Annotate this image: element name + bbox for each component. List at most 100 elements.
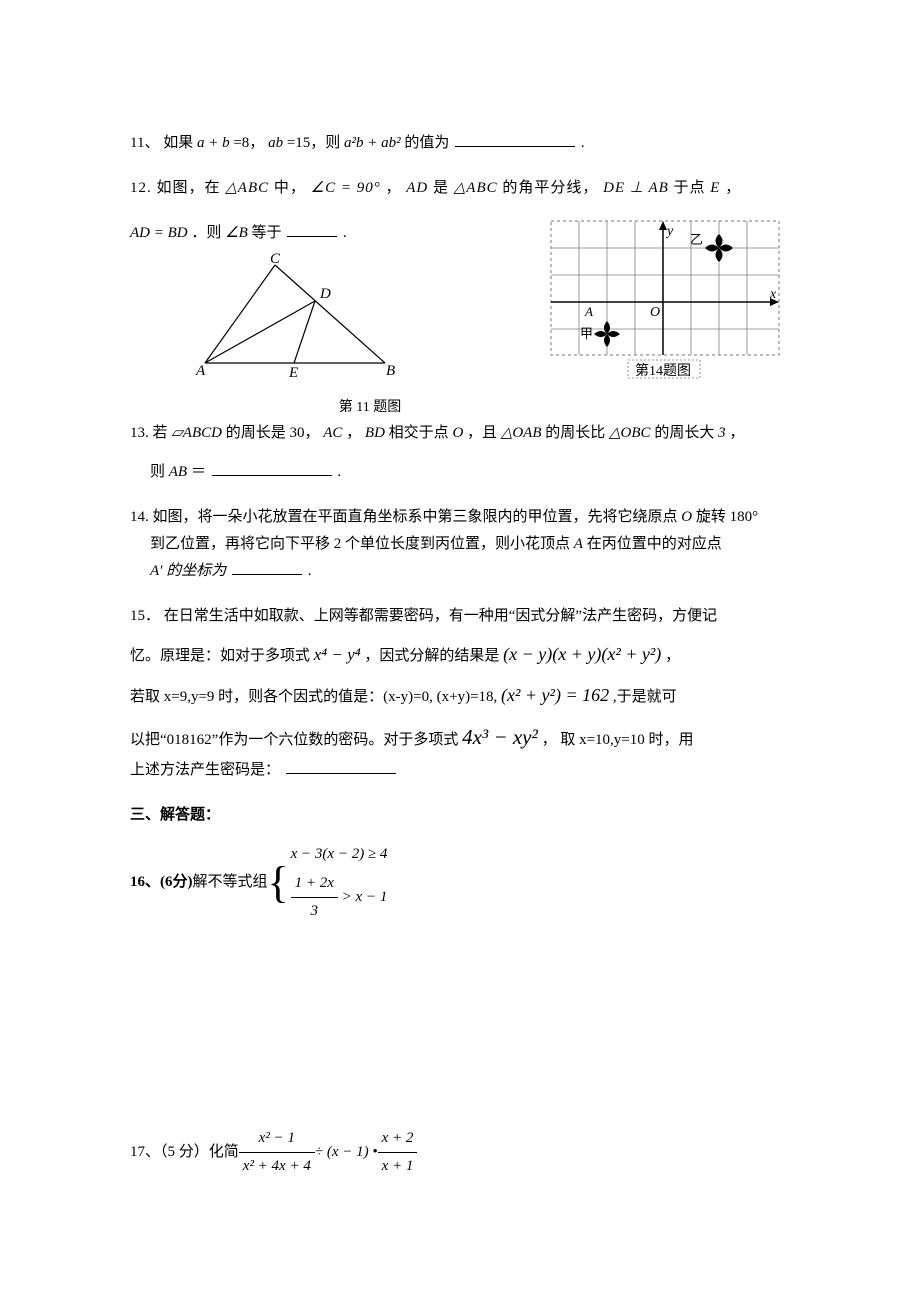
p13-three: 3 bbox=[718, 425, 726, 441]
p14-blank bbox=[232, 560, 302, 575]
flower-jia-icon bbox=[594, 321, 620, 347]
p12-t3: ， bbox=[385, 180, 401, 196]
p13-ac: AC bbox=[323, 425, 342, 441]
p13-t7: 的周长大 bbox=[654, 425, 714, 441]
label-B: B bbox=[386, 363, 395, 379]
p12-t6: 于点 bbox=[674, 180, 706, 196]
p13-ab: AB bbox=[169, 464, 187, 480]
p17-frac2: x + 2 x + 1 bbox=[378, 1125, 418, 1180]
p13-t4: 相交于点 bbox=[389, 425, 449, 441]
p12-tri1: △ABC bbox=[225, 180, 269, 196]
p12-ptE: E bbox=[710, 180, 720, 196]
p12-eqAD: AD = BD bbox=[130, 225, 188, 241]
p12-t4: 是 bbox=[433, 180, 454, 196]
p13-t9: 则 bbox=[150, 464, 165, 480]
p12-ad: AD bbox=[406, 180, 428, 196]
sys-line2: 1 + 2x 3 > x − 1 bbox=[291, 870, 388, 925]
problem-13: 13. 若 ▱ABCD 的周长是 30， AC ， BD 相交于点 O ，且 △… bbox=[130, 420, 790, 486]
p13-blank bbox=[212, 461, 332, 476]
coord-grid-svg: y x O 乙 A bbox=[550, 220, 780, 380]
p13-obc: △OBC bbox=[609, 425, 651, 441]
problem-16: 16、(6分) 解不等式组 { x − 3(x − 2) ≥ 4 1 + 2x … bbox=[130, 839, 790, 927]
fig14-caption: 第14题图 bbox=[635, 362, 691, 379]
inequality-system: { x − 3(x − 2) ≥ 4 1 + 2x 3 > x − 1 bbox=[268, 839, 388, 927]
label-jia: 甲 bbox=[580, 326, 593, 341]
sys-frac-num: 1 + 2x bbox=[291, 870, 338, 898]
p17-frac1-den: x² + 4x + 4 bbox=[239, 1153, 315, 1180]
p13-t2: 的周长是 30， bbox=[226, 425, 320, 441]
p13-t10: . bbox=[337, 464, 341, 480]
p12-t5: 的角平分线， bbox=[502, 180, 598, 196]
p12-tri2: △ABC bbox=[454, 180, 498, 196]
sys-frac-den: 3 bbox=[291, 898, 338, 925]
p14-t4: 在丙位置中的对应点 bbox=[587, 536, 722, 552]
p15-t1: 在日常生活中如取款、上网等都需要密码，有一种用“因式分解”法产生密码，方便记 bbox=[164, 608, 717, 624]
p12-t9: 等于 bbox=[252, 225, 282, 241]
label-C: C bbox=[270, 253, 281, 267]
p12-t1: 如图，在 bbox=[157, 180, 226, 196]
p17-t1: 化简 bbox=[209, 1139, 239, 1166]
p15-fact2: (x² + y²) = 162 bbox=[501, 685, 609, 705]
p17-frac2-den: x + 1 bbox=[378, 1153, 418, 1180]
p11-t3: =15，则 bbox=[287, 135, 344, 151]
problem-12: 12. 如图，在 △ABC 中， ∠C = 90° ， AD 是 △ABC 的角… bbox=[130, 175, 790, 202]
problem-11: 11、 如果 a + b =8， ab =15，则 a²b + ab² 的值为 … bbox=[130, 130, 790, 157]
label-A: A bbox=[195, 363, 206, 379]
p11-t1: 如果 bbox=[163, 135, 197, 151]
p11-eq1: a + b bbox=[197, 135, 230, 151]
p14-t3: 到乙位置，再将它向下平移 2 个单位长度到丙位置，则小花顶点 bbox=[130, 536, 574, 552]
p15-t5: 若取 x=9,y=9 时，则各个因式的值是：(x-y)=0, (x+y)=18, bbox=[130, 689, 501, 705]
p11-eq2: ab bbox=[268, 135, 283, 151]
fig11-caption: 第 11 题图 bbox=[190, 395, 550, 420]
p12-t7: ， bbox=[725, 180, 741, 196]
p16-num: 16、(6分) bbox=[130, 869, 193, 896]
p12-angB: ∠B bbox=[225, 225, 248, 241]
origin-O: O bbox=[650, 305, 660, 320]
p15-num: 15． bbox=[130, 608, 160, 624]
sys-line2-rest: > x − 1 bbox=[342, 889, 388, 905]
label-E: E bbox=[288, 365, 298, 381]
label-yi: 乙 bbox=[690, 232, 703, 247]
flower-yi-icon bbox=[705, 234, 733, 262]
p13-eq: ＝ bbox=[191, 464, 206, 480]
p17-div: ÷ (x − 1) • bbox=[315, 1139, 378, 1166]
figure-14-grid: y x O 乙 A bbox=[550, 220, 780, 390]
p17-frac1: x² − 1 x² + 4x + 4 bbox=[239, 1125, 315, 1180]
p15-poly2: 4x³ − xy² bbox=[462, 725, 538, 749]
sys-frac: 1 + 2x 3 bbox=[291, 870, 338, 925]
p17-num: 17、（5 分） bbox=[130, 1139, 209, 1166]
p14-t1: 如图，将一朵小花放置在平面直角坐标系中第三象限内的甲位置，先将它绕原点 bbox=[153, 509, 682, 525]
label-A-grid: A bbox=[584, 304, 593, 319]
p15-fact1: (x − y)(x + y)(x² + y²) bbox=[503, 644, 661, 664]
p13-t6: 的周长比 bbox=[545, 425, 605, 441]
problem-17: 17、（5 分） 化简 x² − 1 x² + 4x + 4 ÷ (x − 1)… bbox=[130, 1125, 790, 1180]
p11-t5: . bbox=[581, 135, 585, 151]
p12-t10: . bbox=[343, 225, 347, 241]
p13-t3: ， bbox=[346, 425, 361, 441]
p12-num: 12. bbox=[130, 180, 152, 196]
p15-t6: ,于是就可 bbox=[613, 689, 677, 705]
p11-eq3: a²b + ab² bbox=[344, 135, 401, 151]
p12-eqC: ∠C = 90° bbox=[311, 180, 381, 196]
p15-t8: ， 取 x=10,y=10 时，用 bbox=[542, 732, 694, 748]
p14-num: 14. bbox=[130, 509, 153, 525]
p13-t8: ， bbox=[729, 425, 744, 441]
p13-bd: BD bbox=[365, 425, 385, 441]
figure-11-triangle: A B C D E 第 11 题图 bbox=[190, 253, 550, 420]
p13-num: 13. bbox=[130, 425, 153, 441]
p15-t4: ， bbox=[665, 648, 680, 664]
p15-poly1: x⁴ − y⁴ bbox=[314, 645, 361, 664]
p17-frac2-num: x + 2 bbox=[378, 1125, 418, 1153]
p16-t1: 解不等式组 bbox=[193, 869, 268, 896]
section-3-title: 三、解答题： bbox=[130, 802, 790, 829]
p14-O: O bbox=[681, 509, 692, 525]
problem-15: 15． 在日常生活中如取款、上网等都需要密码，有一种用“因式分解”法产生密码，方… bbox=[130, 603, 790, 784]
p11-t4: 的值为 bbox=[404, 135, 449, 151]
brace-icon: { bbox=[268, 861, 289, 905]
sys-line1: x − 3(x − 2) ≥ 4 bbox=[291, 841, 388, 868]
p13-oab: △OAB bbox=[501, 425, 542, 441]
p12-blank bbox=[287, 222, 337, 237]
p15-t2: 忆。原理是：如对于多项式 bbox=[130, 648, 314, 664]
p14-A: A bbox=[574, 536, 583, 552]
p11-blank bbox=[455, 132, 575, 147]
